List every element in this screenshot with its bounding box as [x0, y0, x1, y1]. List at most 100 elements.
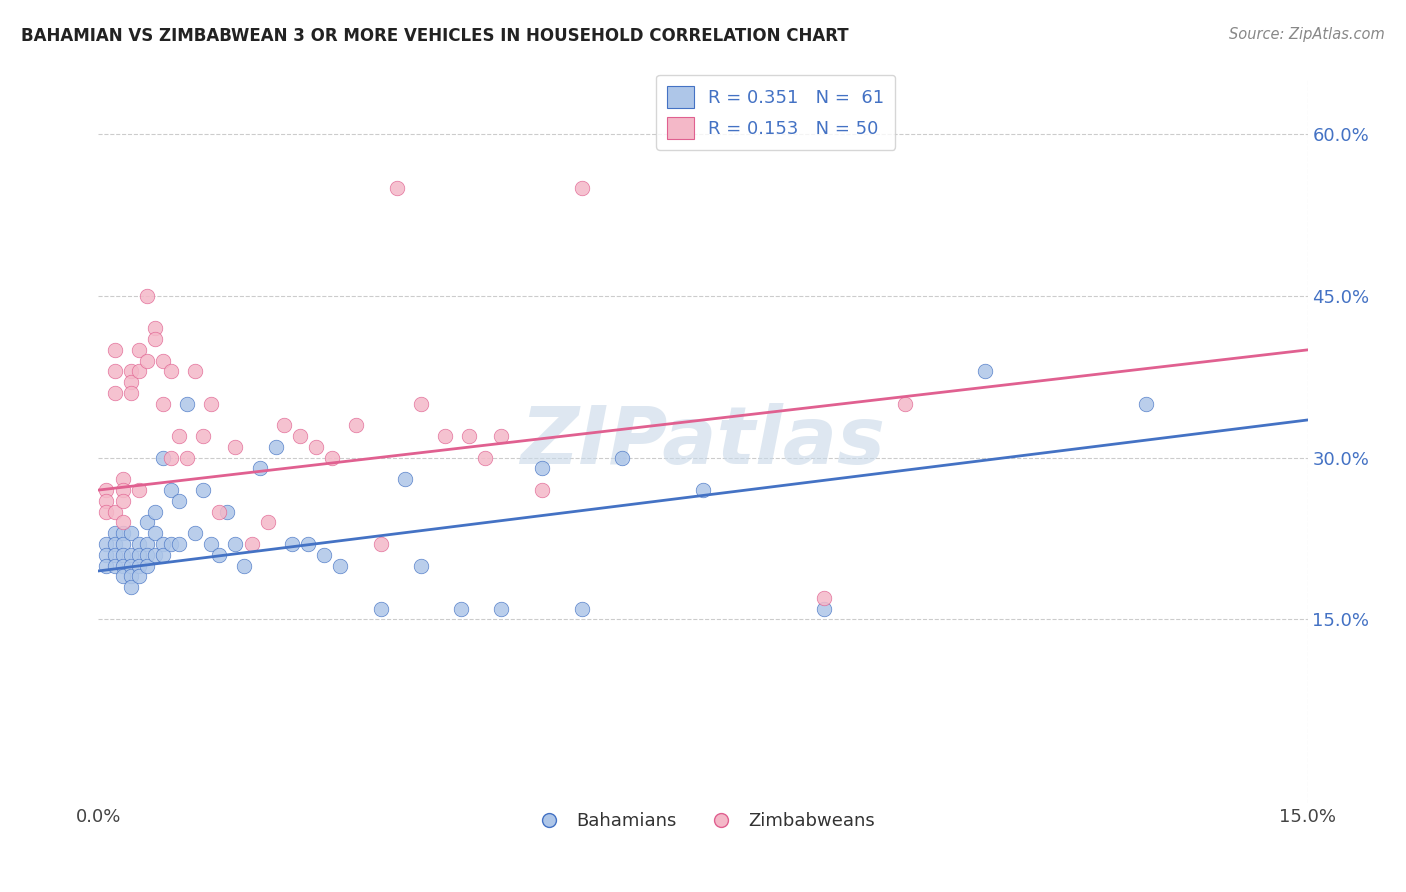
- Point: [264, 440, 287, 454]
- Point: [530, 483, 553, 497]
- Point: [96, 483, 118, 497]
- Point: [167, 537, 190, 551]
- Point: [184, 526, 207, 541]
- Point: [152, 548, 174, 562]
- Point: [224, 440, 246, 454]
- Point: [128, 558, 150, 573]
- Point: [813, 591, 835, 605]
- Point: [200, 537, 222, 551]
- Point: [152, 353, 174, 368]
- Point: [974, 364, 997, 378]
- Point: [103, 386, 125, 401]
- Point: [370, 537, 392, 551]
- Point: [111, 493, 134, 508]
- Point: [96, 558, 118, 573]
- Point: [111, 516, 134, 530]
- Point: [152, 537, 174, 551]
- Point: [288, 429, 311, 443]
- Point: [176, 450, 198, 465]
- Point: [305, 440, 328, 454]
- Point: [111, 548, 134, 562]
- Legend: Bahamians, Zimbabweans: Bahamians, Zimbabweans: [523, 805, 883, 837]
- Point: [120, 569, 142, 583]
- Point: [530, 461, 553, 475]
- Point: [813, 601, 835, 615]
- Point: [111, 472, 134, 486]
- Point: [491, 601, 513, 615]
- Point: [385, 181, 408, 195]
- Point: [120, 526, 142, 541]
- Point: [329, 558, 352, 573]
- Point: [450, 601, 472, 615]
- Point: [96, 505, 118, 519]
- Point: [434, 429, 457, 443]
- Point: [571, 181, 593, 195]
- Point: [103, 505, 125, 519]
- Point: [111, 483, 134, 497]
- Point: [120, 386, 142, 401]
- Point: [224, 537, 246, 551]
- Point: [273, 418, 295, 433]
- Point: [96, 493, 118, 508]
- Point: [128, 483, 150, 497]
- Point: [160, 450, 183, 465]
- Point: [232, 558, 254, 573]
- Point: [409, 558, 432, 573]
- Point: [152, 397, 174, 411]
- Point: [281, 537, 304, 551]
- Point: [120, 558, 142, 573]
- Point: [103, 537, 125, 551]
- Point: [612, 450, 634, 465]
- Point: [120, 376, 142, 390]
- Point: [111, 537, 134, 551]
- Point: [111, 558, 134, 573]
- Point: [128, 569, 150, 583]
- Point: [208, 505, 231, 519]
- Point: [135, 558, 157, 573]
- Point: [491, 429, 513, 443]
- Point: [128, 364, 150, 378]
- Point: [143, 526, 166, 541]
- Text: BAHAMIAN VS ZIMBABWEAN 3 OR MORE VEHICLES IN HOUSEHOLD CORRELATION CHART: BAHAMIAN VS ZIMBABWEAN 3 OR MORE VEHICLE…: [21, 27, 849, 45]
- Point: [200, 397, 222, 411]
- Point: [176, 397, 198, 411]
- Point: [103, 558, 125, 573]
- Point: [152, 450, 174, 465]
- Point: [128, 537, 150, 551]
- Point: [370, 601, 392, 615]
- Point: [167, 493, 190, 508]
- Point: [297, 537, 319, 551]
- Point: [249, 461, 271, 475]
- Text: Source: ZipAtlas.com: Source: ZipAtlas.com: [1229, 27, 1385, 42]
- Point: [160, 364, 183, 378]
- Point: [160, 537, 183, 551]
- Point: [135, 289, 157, 303]
- Point: [240, 537, 263, 551]
- Point: [111, 526, 134, 541]
- Point: [394, 472, 416, 486]
- Point: [103, 548, 125, 562]
- Point: [135, 353, 157, 368]
- Point: [143, 548, 166, 562]
- Point: [103, 364, 125, 378]
- Point: [217, 505, 239, 519]
- Text: ZIPatlas: ZIPatlas: [520, 402, 886, 481]
- Point: [167, 429, 190, 443]
- Point: [96, 537, 118, 551]
- Point: [103, 343, 125, 357]
- Point: [692, 483, 714, 497]
- Point: [128, 343, 150, 357]
- Point: [409, 397, 432, 411]
- Point: [160, 483, 183, 497]
- Point: [135, 548, 157, 562]
- Point: [120, 548, 142, 562]
- Point: [314, 548, 336, 562]
- Point: [135, 537, 157, 551]
- Point: [193, 483, 215, 497]
- Point: [571, 601, 593, 615]
- Point: [96, 548, 118, 562]
- Point: [143, 332, 166, 346]
- Point: [208, 548, 231, 562]
- Point: [143, 321, 166, 335]
- Point: [111, 569, 134, 583]
